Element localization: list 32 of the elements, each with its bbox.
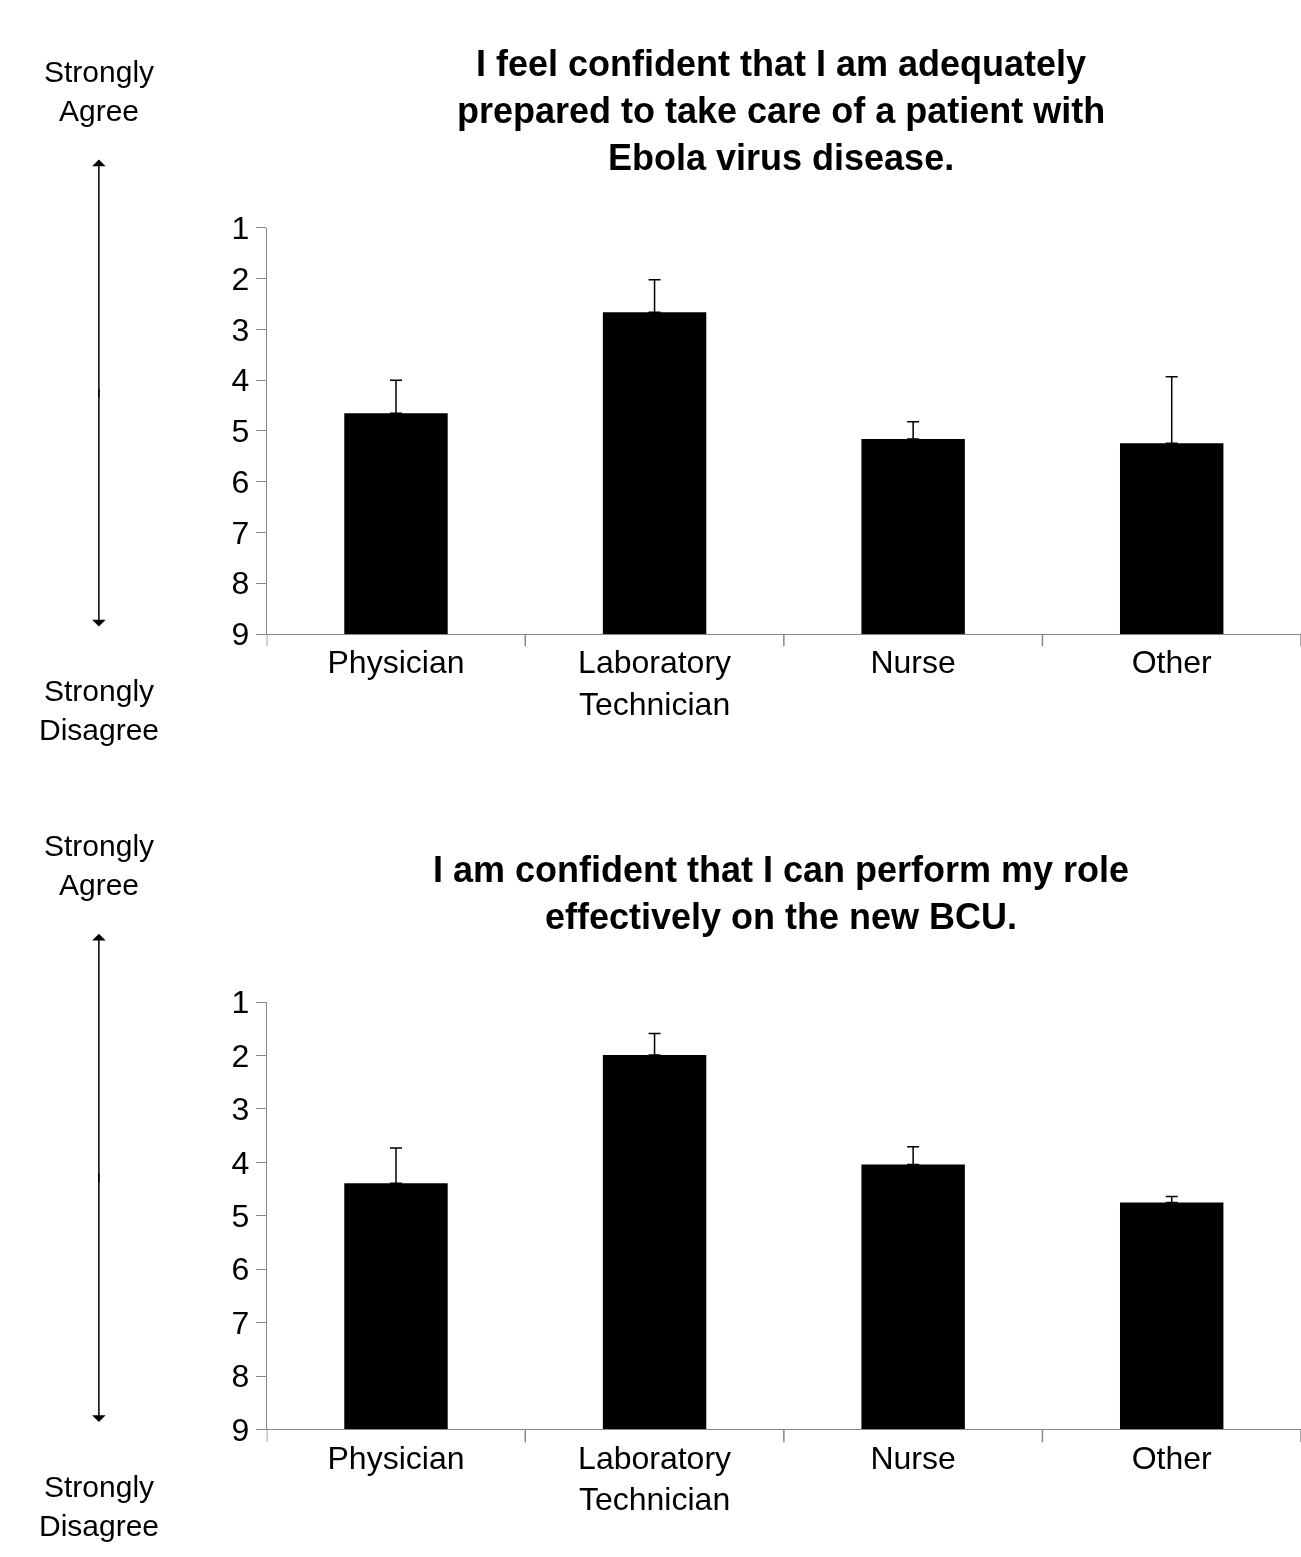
y-tick-label: 4 — [231, 1144, 250, 1181]
x-tick-label: Physician — [327, 1439, 465, 1476]
y-tick-label: 4 — [231, 362, 250, 399]
y-tick-label: 6 — [231, 463, 250, 500]
y-tick-label: 3 — [231, 1091, 250, 1128]
y-tick-label: 3 — [231, 311, 250, 348]
y-tick-label: 2 — [231, 1037, 250, 1074]
y-tick-label: 5 — [231, 1197, 250, 1234]
x-tick-label: Other — [1131, 644, 1213, 681]
y-tick-label: 9 — [231, 1411, 250, 1448]
text: Strongly Disagree — [39, 1470, 160, 1542]
x-tick-label: Physician — [327, 644, 465, 681]
text: Strongly Agree — [44, 55, 155, 127]
y-tick-label: 1 — [231, 210, 250, 247]
y-tick-label: 6 — [231, 1251, 250, 1288]
chart-title: I feel confident that I am adequately prepared to take care of a patient with Ebola virus disease. — [457, 43, 1106, 178]
y-tick-label: 7 — [231, 514, 250, 551]
y-tick-label: 7 — [231, 1304, 250, 1341]
text: Strongly Agree — [44, 829, 155, 901]
x-tick-label: Laboratory Technician — [578, 644, 732, 723]
y-tick-label: 2 — [231, 260, 250, 297]
y-tick-label: 9 — [231, 616, 250, 653]
y-tick-label: 8 — [231, 565, 250, 602]
x-tick-label: Laboratory Technician — [578, 1439, 732, 1518]
y-tick-label: 8 — [231, 1358, 250, 1395]
y-tick-label: 5 — [231, 413, 250, 450]
x-tick-label: Nurse — [870, 1439, 956, 1476]
text: Strongly Disagree — [39, 674, 160, 746]
x-tick-label: Nurse — [870, 644, 956, 681]
chart-title: I am confident that I can perform my role effectively on the new BCU. — [433, 849, 1130, 937]
y-tick-label: 1 — [231, 984, 250, 1021]
x-tick-label: Other — [1131, 1439, 1213, 1476]
